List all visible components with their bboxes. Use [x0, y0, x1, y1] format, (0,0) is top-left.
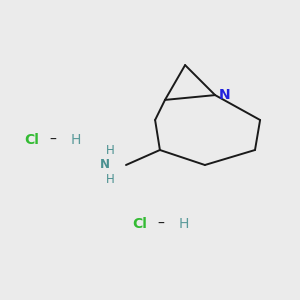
Text: –: – — [157, 217, 164, 230]
Text: N: N — [100, 158, 110, 172]
Text: H: H — [106, 173, 115, 186]
Text: Cl: Cl — [24, 133, 39, 146]
Text: H: H — [70, 133, 81, 146]
Text: H: H — [106, 144, 115, 157]
Text: H: H — [178, 217, 189, 230]
Text: –: – — [49, 133, 56, 146]
Text: N: N — [219, 88, 230, 102]
Text: Cl: Cl — [132, 217, 147, 230]
